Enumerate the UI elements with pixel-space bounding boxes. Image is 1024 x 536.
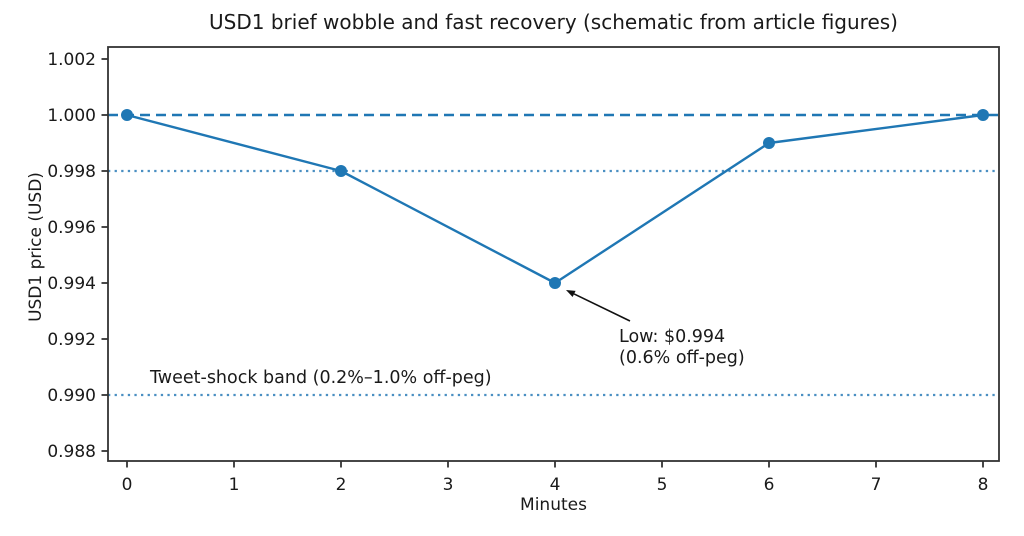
x-tick-label: 6 [764,475,775,495]
y-tick-label: 0.994 [47,274,96,294]
y-tick-label: 0.990 [47,386,96,406]
series-marker [335,165,347,177]
y-tick-label: 0.988 [47,442,96,462]
y-tick-label: 1.002 [47,50,96,70]
y-tick-label: 0.996 [47,218,96,238]
x-axis-label: Minutes [520,495,587,515]
x-tick-label: 8 [978,475,989,495]
annotation-low-line2: (0.6% off-peg) [619,348,745,368]
series-marker [549,277,561,289]
series-line [125,113,985,285]
chart-title: USD1 brief wobble and fast recovery (sch… [209,10,898,34]
x-tick-label: 3 [443,475,454,495]
annotation-low: Low: $0.994 (0.6% off-peg) [619,327,745,369]
x-tick-label: 7 [871,475,882,495]
annotation-low-line1: Low: $0.994 [619,327,726,347]
y-tick-label: 1.000 [47,106,96,126]
x-tick-label: 5 [657,475,668,495]
band-label: Tweet-shock band (0.2%–1.0% off-peg) [150,368,492,388]
series-marker [121,109,133,121]
y-tick-label: 0.992 [47,330,96,350]
series-marker [977,109,989,121]
y-tick-label: 0.998 [47,162,96,182]
x-tick-label: 0 [122,475,133,495]
x-tick-label: 4 [550,475,561,495]
x-tick-label: 2 [336,475,347,495]
annotation-arrow-line [573,293,631,322]
y-axis-label: USD1 price (USD) [26,172,46,322]
annotation-arrow-head [566,290,576,297]
x-tick-label: 1 [229,475,240,495]
series-marker [763,137,775,149]
plot-border [107,46,1000,462]
